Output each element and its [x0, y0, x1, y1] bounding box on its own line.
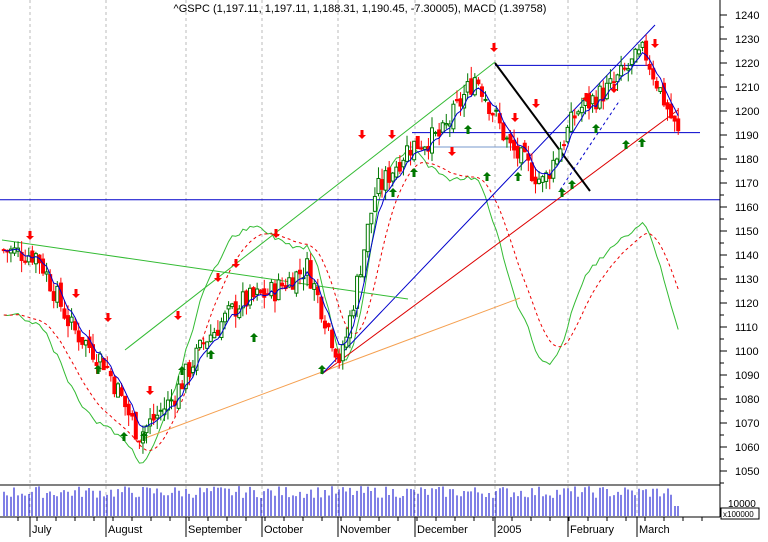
- y-tick-label: 1230: [735, 34, 759, 46]
- sell-arrow-icon: [511, 113, 519, 122]
- y-tick-label: 1060: [735, 442, 759, 454]
- month-label: March: [639, 524, 670, 536]
- y-tick-label: 1130: [735, 274, 759, 286]
- buy-arrow-icon: [389, 188, 397, 197]
- volume-axis-label: 10000: [728, 499, 756, 510]
- buy-arrow-icon: [568, 180, 576, 189]
- y-tick-label: 1140: [735, 250, 759, 262]
- trendline: [559, 99, 621, 191]
- month-label: December: [417, 524, 468, 536]
- month-label: November: [340, 524, 391, 536]
- sell-arrow-icon: [490, 43, 498, 52]
- buy-arrow-icon: [483, 172, 491, 181]
- y-tick-label: 1050: [735, 466, 759, 478]
- buy-arrow-icon: [140, 432, 148, 441]
- y-tick-label: 1070: [735, 418, 759, 430]
- buy-arrow-icon: [464, 125, 472, 134]
- y-tick-label: 1240: [735, 10, 759, 22]
- chart-title: ^GSPC (1,197.11, 1,197.11, 1,188.31, 1,1…: [173, 3, 547, 15]
- sell-arrow-icon: [174, 311, 182, 320]
- buy-arrow-icon: [622, 140, 630, 149]
- month-label: August: [108, 524, 142, 536]
- sell-arrow-icon: [651, 39, 659, 48]
- month-label: February: [570, 524, 615, 536]
- y-tick-label: 1220: [735, 58, 759, 70]
- y-tick-label: 1170: [735, 178, 759, 190]
- y-tick-label: 1150: [735, 226, 759, 238]
- y-tick-label: 1180: [735, 154, 759, 166]
- y-tick-label: 1200: [735, 106, 759, 118]
- trendline: [124, 61, 496, 351]
- trendline: [139, 297, 521, 441]
- y-tick-label: 1100: [735, 346, 759, 358]
- buy-arrow-icon: [120, 432, 128, 441]
- sell-arrow-icon: [104, 313, 112, 322]
- buy-arrow-icon: [318, 365, 326, 374]
- sell-arrow-icon: [146, 386, 154, 395]
- candles: [1, 34, 681, 454]
- trendline: [1, 239, 409, 300]
- y-tick-label: 1190: [735, 130, 759, 142]
- trendline: [494, 62, 591, 192]
- macd-line: [3, 148, 679, 464]
- moving-average-line: [3, 51, 679, 428]
- sell-arrow-icon: [272, 229, 280, 238]
- buy-arrow-icon: [592, 124, 600, 133]
- month-label: 2005: [497, 524, 521, 536]
- sell-arrow-icon: [358, 130, 366, 139]
- buy-arrow-icon: [250, 333, 258, 342]
- y-tick-label: 1110: [735, 322, 758, 334]
- sell-arrow-icon: [388, 130, 396, 139]
- y-tick-label: 1120: [735, 298, 759, 310]
- y-tick-label: 1210: [735, 82, 759, 94]
- trendline: [321, 109, 679, 375]
- sell-arrow-icon: [532, 99, 540, 108]
- buy-arrow-icon: [94, 365, 102, 374]
- y-tick-label: 1160: [735, 202, 759, 214]
- buy-arrow-icon: [178, 366, 186, 375]
- month-label: September: [188, 524, 242, 536]
- buy-arrow-icon: [638, 138, 646, 147]
- buy-arrow-icon: [207, 350, 215, 359]
- buy-arrow-icon: [514, 172, 522, 181]
- sell-arrow-icon: [72, 289, 80, 298]
- volume-multiplier-label: x100000: [723, 510, 754, 519]
- volume-bars: [3, 486, 679, 516]
- month-label: October: [264, 524, 303, 536]
- y-tick-label: 1090: [735, 370, 759, 382]
- buy-arrow-icon: [410, 168, 418, 177]
- sell-arrow-icon: [232, 259, 240, 268]
- macd-signal-line: [3, 161, 679, 452]
- y-tick-label: 1080: [735, 394, 759, 406]
- sell-arrow-icon: [214, 273, 222, 282]
- sell-arrow-icon: [582, 93, 590, 102]
- sell-arrow-icon: [610, 84, 618, 93]
- sell-arrow-icon: [448, 147, 456, 156]
- buy-arrow-icon: [558, 188, 566, 197]
- month-label: July: [32, 524, 52, 536]
- sell-arrow-icon: [26, 231, 34, 240]
